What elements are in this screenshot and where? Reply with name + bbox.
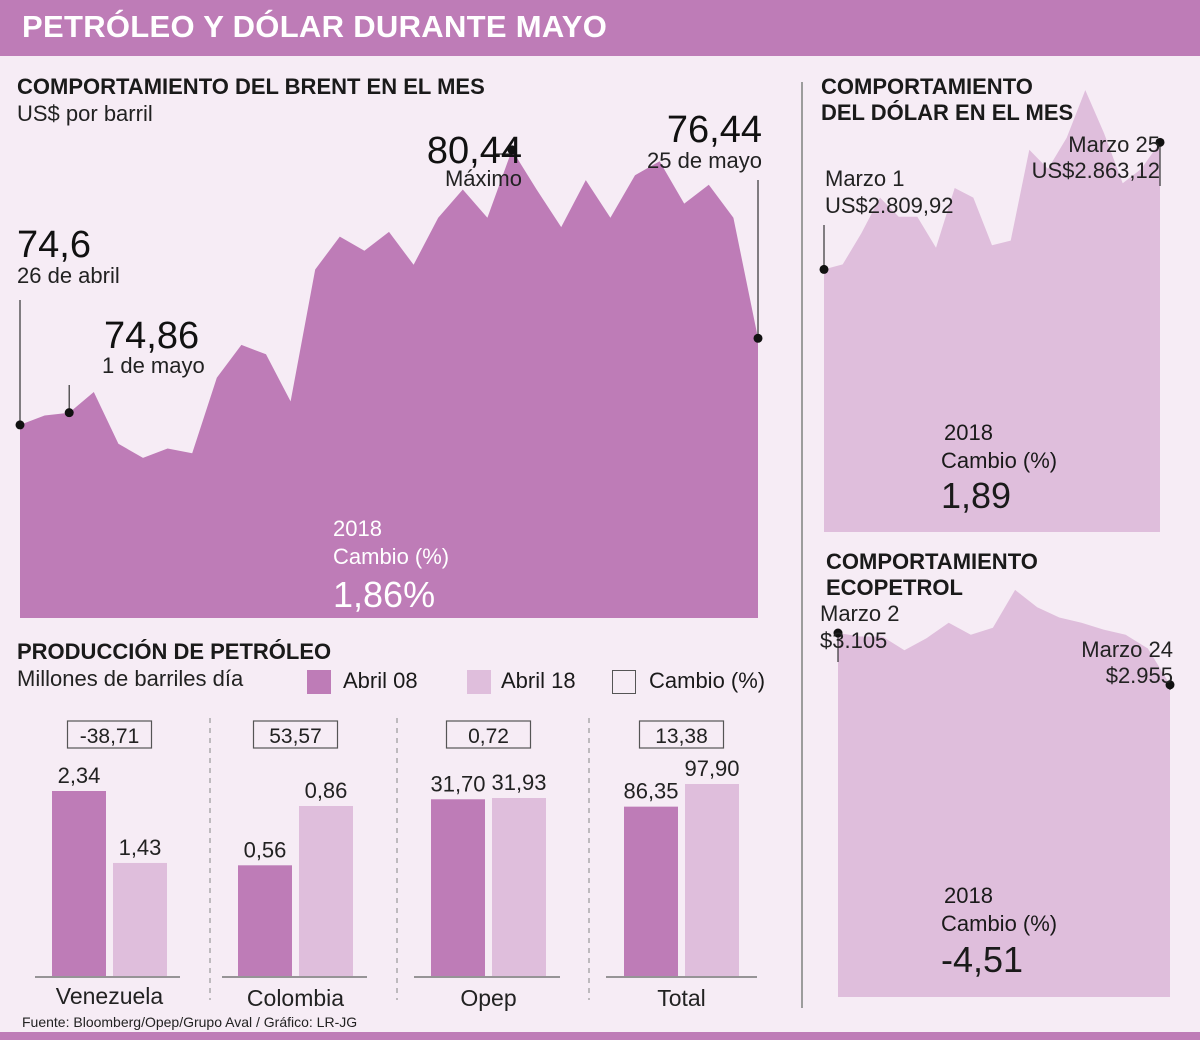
category-label: Total	[657, 985, 706, 1011]
bar-label-abril08: 31,70	[430, 771, 485, 796]
legend-label-cambio: Cambio (%)	[649, 668, 766, 693]
ecopetrol-end-date: Marzo 24	[1081, 637, 1173, 662]
bar-abril18-colombia	[299, 806, 353, 976]
change-box	[445, 720, 532, 749]
category-label: Colombia	[247, 985, 344, 1011]
dolar-end-value: US$2.863,12	[1031, 158, 1160, 183]
brent-max-label: Máximo	[444, 166, 522, 191]
brent-max-value: 80,44	[426, 130, 522, 172]
dolar-start-date: Marzo 1	[825, 166, 905, 191]
bar-label-abril18: 1,43	[119, 835, 162, 860]
category-label: Venezuela	[56, 983, 164, 1009]
dolar-point	[1155, 137, 1165, 147]
ecopetrol-change-label: Cambio (%)	[941, 911, 1058, 936]
brent-change-label: Cambio (%)	[333, 544, 450, 569]
ecopetrol-title-line2: ECOPETROL	[826, 575, 963, 600]
ecopetrol-point	[1165, 680, 1175, 690]
change-box	[638, 720, 725, 749]
bar-abril08-venezuela	[52, 791, 106, 976]
bar-label-abril08: 86,35	[623, 779, 678, 804]
dolar-start-value: US$2.809,92	[825, 193, 954, 218]
ecopetrol-title-line1: COMPORTAMIENTO	[826, 549, 1038, 574]
change-value: 53,57	[269, 725, 322, 748]
dolar-chart	[819, 90, 1165, 532]
brent-point	[753, 333, 763, 343]
produccion-subtitle: Millones de barriles día	[17, 666, 244, 691]
brent-start-value: 74,6	[17, 224, 91, 266]
brent-point	[15, 420, 25, 430]
section-divider	[801, 82, 803, 1008]
bar-abril08-opep	[431, 799, 485, 976]
ecopetrol-area	[838, 589, 1170, 997]
dolar-area	[824, 90, 1160, 532]
dolar-change-year: 2018	[944, 420, 993, 445]
page-title: PETRÓLEO Y DÓLAR DURANTE MAYO	[22, 9, 608, 44]
bar-label-abril08: 2,34	[58, 763, 101, 788]
brent-start-date: 26 de abril	[17, 263, 120, 288]
bar-abril08-colombia	[238, 865, 292, 976]
brent-may1-date: 1 de mayo	[102, 353, 205, 378]
change-value: 13,38	[655, 725, 708, 748]
dolar-title-line2: DEL DÓLAR EN EL MES	[821, 100, 1074, 125]
brent-may1-value: 74,86	[104, 315, 200, 357]
bar-abril08-total	[624, 806, 678, 976]
brent-chart	[15, 145, 763, 618]
ecopetrol-chart	[833, 589, 1175, 997]
brent-end-date: 25 de mayo	[647, 148, 762, 173]
brent-change-year: 2018	[333, 516, 382, 541]
bar-abril18-opep	[492, 798, 546, 976]
dolar-change-label: Cambio (%)	[941, 448, 1058, 473]
ecopetrol-start-date: Marzo 2	[820, 601, 900, 626]
brent-change-value: 1,86%	[333, 574, 436, 615]
ecopetrol-end-value: $2.955	[1105, 663, 1173, 688]
ecopetrol-start-value: $3.105	[820, 628, 888, 653]
bottom-bar	[0, 1032, 1200, 1040]
source-note: Fuente: Bloomberg/Opep/Grupo Aval / Gráf…	[22, 1014, 358, 1030]
produccion-chart: 2,34 1,43 Venezuela -38,71 0,56 0,86 Colombia 5…	[35, 718, 757, 1011]
dolar-change-value: 1,89	[941, 475, 1012, 516]
dolar-end-date: Marzo 25	[1068, 132, 1160, 157]
legend-label-abril18: Abril 18	[501, 668, 576, 693]
ecopetrol-change-year: 2018	[944, 883, 993, 908]
produccion-title: PRODUCCIÓN DE PETRÓLEO	[17, 639, 332, 664]
bar-label-abril18: 0,86	[305, 778, 348, 803]
change-value: 0,72	[468, 725, 509, 748]
ecopetrol-point	[833, 628, 843, 638]
bar-label-abril18: 31,93	[491, 770, 546, 795]
legend-label-abril08: Abril 08	[343, 668, 418, 693]
change-box	[66, 720, 153, 749]
dolar-point	[819, 264, 829, 274]
bar-abril18-total	[685, 784, 739, 976]
legend-swatch-cambio	[612, 670, 636, 694]
bar-label-abril08: 0,56	[244, 837, 287, 862]
bar-abril18-venezuela	[113, 862, 167, 976]
dolar-title-line1: COMPORTAMIENTO	[821, 74, 1033, 99]
brent-subtitle: US$ por barril	[17, 101, 153, 126]
brent-title: COMPORTAMIENTO DEL BRENT EN EL MES	[17, 74, 485, 99]
bar-label-abril18: 97,90	[684, 756, 739, 781]
change-box	[252, 720, 339, 749]
ecopetrol-change-value: -4,51	[941, 939, 1024, 980]
brent-point	[64, 408, 74, 418]
legend-swatch-abril08	[307, 670, 331, 694]
brent-point	[507, 145, 517, 155]
header-bar: PETRÓLEO Y DÓLAR DURANTE MAYO	[0, 0, 1200, 56]
brent-area	[20, 149, 758, 618]
legend-swatch-abril18	[467, 670, 491, 694]
category-label: Opep	[460, 985, 516, 1011]
change-value: -38,71	[80, 725, 140, 748]
brent-end-value: 76,44	[666, 109, 762, 151]
